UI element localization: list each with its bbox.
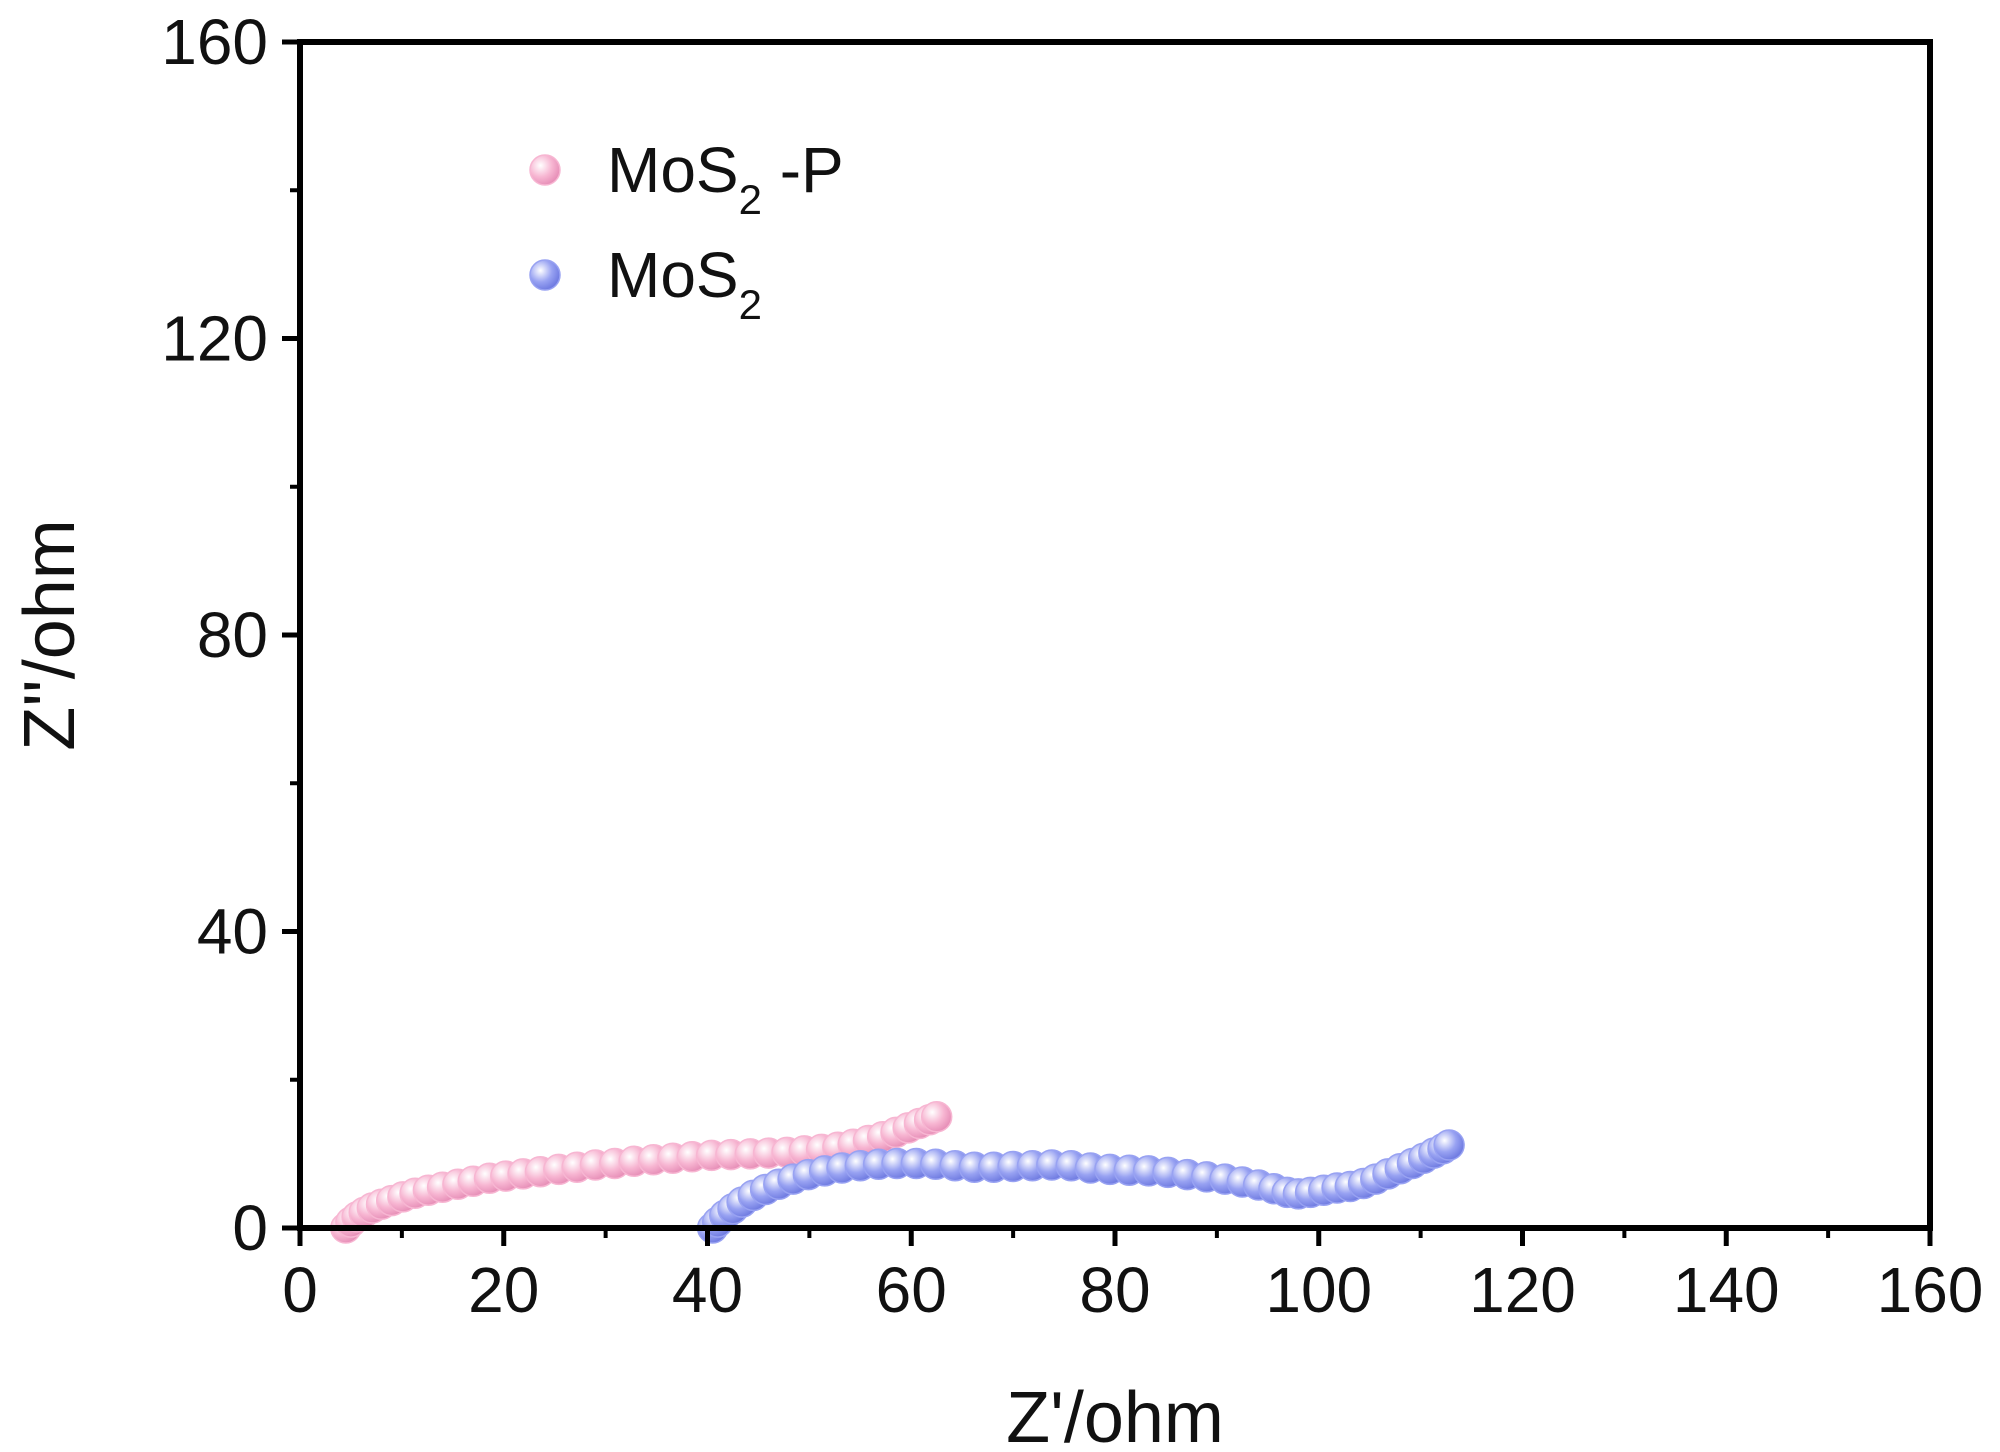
tick-labels-layer: 0 20 40 60 80 100 120 140 160 0 40 80 120 160	[161, 6, 1983, 1326]
x-tick-label: 0	[282, 1254, 318, 1326]
x-axis-title: Z'/ohm	[1006, 1378, 1224, 1452]
y-tick-label: 120	[161, 303, 268, 375]
y-axis-title: Z''/ohm	[10, 519, 90, 751]
legend-label: MoS2	[607, 239, 762, 328]
ticks-layer	[282, 39, 1933, 1246]
data-point	[920, 1101, 953, 1133]
x-tick-label: 20	[468, 1254, 539, 1326]
x-tick-label: 40	[672, 1254, 743, 1326]
x-tick-label: 80	[1079, 1254, 1150, 1326]
x-tick-label: 140	[1673, 1254, 1780, 1326]
legend-item-1: MoS2 -P	[529, 134, 844, 223]
plot-frame	[297, 39, 1933, 1231]
x-tick-label: 160	[1877, 1254, 1984, 1326]
legend-marker	[529, 259, 561, 291]
legend: MoS2 -P MoS2	[529, 134, 844, 328]
y-tick-label: 80	[197, 599, 268, 671]
y-tick-label: 160	[161, 6, 268, 78]
x-tick-label: 60	[876, 1254, 947, 1326]
x-tick-label: 100	[1265, 1254, 1372, 1326]
legend-label: MoS2 -P	[607, 134, 844, 223]
legend-marker	[529, 154, 561, 186]
x-tick-label: 120	[1469, 1254, 1576, 1326]
data-point	[1433, 1129, 1465, 1161]
series-layer	[330, 1101, 1465, 1244]
y-tick-label: 0	[232, 1192, 268, 1264]
legend-item-2: MoS2	[529, 239, 762, 328]
y-tick-label: 40	[197, 896, 268, 968]
series-1	[330, 1101, 953, 1244]
